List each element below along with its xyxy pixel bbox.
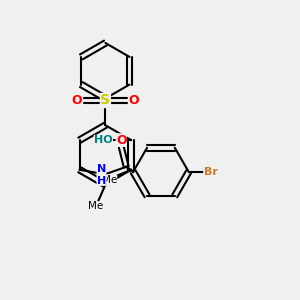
Text: O: O xyxy=(129,94,140,107)
Text: S: S xyxy=(100,94,110,107)
Text: Me: Me xyxy=(102,175,117,185)
Text: N
H: N H xyxy=(97,164,106,186)
Text: Me: Me xyxy=(88,202,103,212)
Text: HO: HO xyxy=(94,135,113,145)
Text: O: O xyxy=(116,134,127,147)
Text: Br: Br xyxy=(203,167,218,177)
Text: O: O xyxy=(71,94,82,107)
